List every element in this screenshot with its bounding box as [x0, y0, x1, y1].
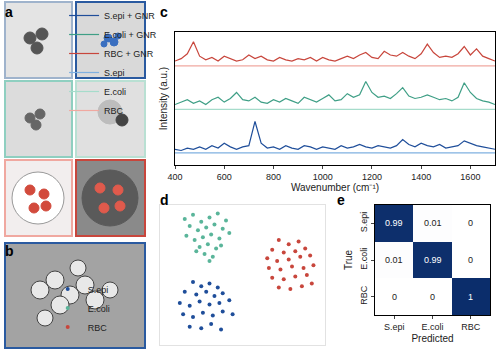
svg-text:Wavenumber (cm⁻¹): Wavenumber (cm⁻¹) — [291, 182, 379, 193]
svg-text:RBC: RBC — [461, 322, 481, 332]
svg-text:RBC: RBC — [88, 323, 108, 333]
svg-text:400: 400 — [167, 172, 182, 182]
svg-text:1: 1 — [468, 292, 473, 302]
svg-text:0.99: 0.99 — [385, 218, 403, 228]
svg-text:E.coli: E.coli — [88, 304, 110, 314]
svg-text:E.coli: E.coli — [359, 248, 369, 270]
svg-text:600: 600 — [217, 172, 232, 182]
svg-text:800: 800 — [266, 172, 281, 182]
svg-text:RBC: RBC — [104, 106, 124, 116]
svg-text:1000: 1000 — [313, 172, 333, 182]
svg-text:c: c — [160, 4, 168, 20]
svg-text:S.epi: S.epi — [359, 212, 369, 233]
svg-text:S.epi: S.epi — [104, 68, 125, 78]
svg-text:1400: 1400 — [411, 172, 431, 182]
svg-text:d: d — [160, 192, 169, 208]
svg-text:S.epi + GNR: S.epi + GNR — [104, 11, 155, 21]
svg-text:E.coli: E.coli — [421, 322, 443, 332]
svg-text:0.99: 0.99 — [424, 255, 442, 265]
svg-text:RBC + GNR: RBC + GNR — [104, 49, 154, 59]
svg-text:E.coli: E.coli — [104, 87, 126, 97]
svg-text:Predicted: Predicted — [411, 333, 453, 344]
svg-text:S.epi: S.epi — [384, 322, 405, 332]
svg-text:0: 0 — [468, 218, 473, 228]
svg-text:1200: 1200 — [362, 172, 382, 182]
svg-text:b: b — [5, 243, 14, 259]
svg-text:RBC: RBC — [359, 285, 369, 305]
svg-text:Intensity (a.u.): Intensity (a.u.) — [158, 67, 169, 130]
svg-text:a: a — [5, 4, 13, 20]
svg-text:0: 0 — [468, 255, 473, 265]
svg-text:True: True — [343, 249, 354, 270]
svg-text:0: 0 — [392, 292, 397, 302]
svg-text:1600: 1600 — [460, 172, 480, 182]
svg-text:0.01: 0.01 — [424, 218, 442, 228]
svg-text:0.01: 0.01 — [385, 255, 403, 265]
svg-text:S.epi: S.epi — [88, 285, 109, 295]
svg-text:E.coli + GNR: E.coli + GNR — [104, 30, 157, 40]
svg-text:0: 0 — [430, 292, 435, 302]
svg-text:e: e — [337, 192, 345, 208]
